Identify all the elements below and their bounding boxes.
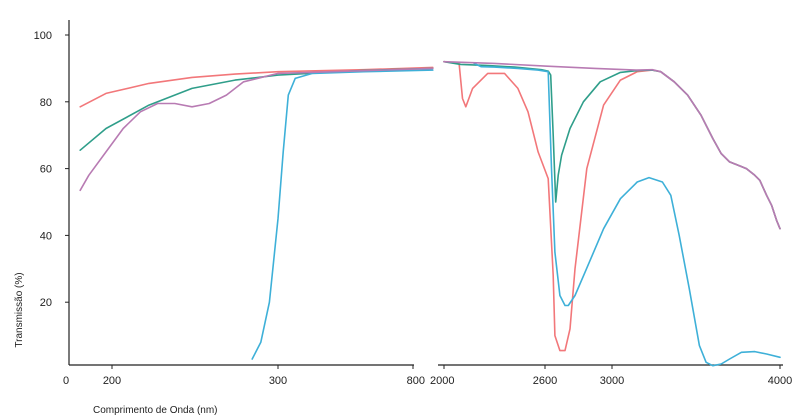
x-tick-label: 200 [103, 375, 121, 387]
y-tick-label: 100 [34, 30, 52, 42]
series-group [79, 60, 781, 367]
series-3-line-uv [251, 69, 434, 360]
series-1-line-ir [443, 60, 781, 352]
x-tick-label: 2600 [533, 375, 557, 387]
x-tick-group: 0 200 300 800 2000 2600 3000 4000 [63, 365, 792, 387]
series-1-line-uv [79, 66, 434, 108]
x-tick-label: 300 [269, 375, 287, 387]
series-3-line-ir [473, 62, 781, 367]
series-2-line-ir [443, 60, 781, 230]
x-tick-label: 800 [407, 375, 425, 387]
x-tick-label: 0 [63, 375, 69, 387]
x-tick-label: 3000 [600, 375, 624, 387]
y-tick-group: 20 40 60 80 100 [34, 30, 69, 309]
x-axis-title: Comprimento de Onda (nm) [93, 405, 218, 416]
series-4-line-uv [79, 67, 434, 192]
y-tick-label: 40 [40, 230, 52, 242]
series-4-line-ir [443, 60, 781, 230]
x-tick-label: 2000 [430, 375, 454, 387]
y-axis-title: Transmissão (%) [14, 272, 25, 347]
x-tick-label: 4000 [768, 375, 792, 387]
y-tick-label: 80 [40, 97, 52, 109]
y-tick-label: 20 [40, 297, 52, 309]
series-2-line-uv [79, 67, 434, 151]
y-tick-label: 60 [40, 164, 52, 176]
